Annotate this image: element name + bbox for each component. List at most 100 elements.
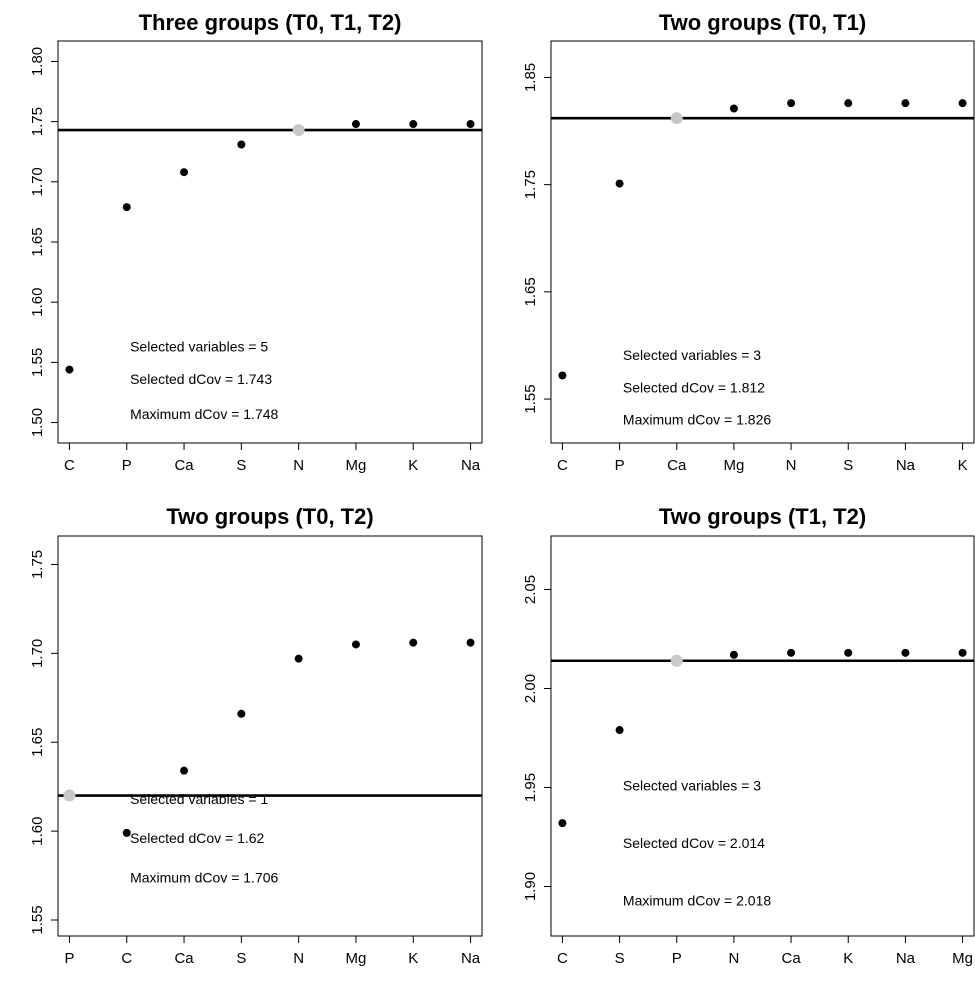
annotation-3: Maximum dCov = 2.018: [623, 892, 771, 908]
y-tick-label: 1.85: [522, 63, 539, 92]
x-tick-label-Na: Na: [896, 950, 916, 967]
data-point-Ca: [180, 168, 189, 177]
data-point-Mg: [351, 120, 360, 129]
x-tick-label-N: N: [293, 950, 304, 967]
y-tick-label: 1.50: [29, 408, 46, 437]
x-tick-label-C: C: [121, 950, 132, 967]
x-tick-label-Mg: Mg: [723, 457, 744, 474]
x-tick-label-Ca: Ca: [174, 457, 194, 474]
y-tick-label: 1.65: [522, 277, 539, 306]
y-tick-label: 1.55: [522, 384, 539, 413]
y-tick-label: 1.75: [29, 107, 46, 136]
x-tick-label-S: S: [236, 950, 246, 967]
annotation-3: Maximum dCov = 1.748: [130, 406, 278, 422]
data-point-S: [237, 709, 246, 718]
annotation-3: Maximum dCov = 1.826: [623, 411, 771, 427]
data-point-C: [122, 828, 131, 837]
y-tick-label: 2.05: [522, 575, 539, 604]
chart-title: Two groups (T0, T2): [166, 504, 373, 529]
data-point-C: [65, 365, 74, 374]
x-tick-label-Mg: Mg: [346, 950, 367, 967]
chart-panel-4: Two groups (T1, T2) 1.90 1.95 2.00 2.05 C S P N C…: [522, 504, 975, 967]
chart-panel-1: Three groups (T0, T1, T2) 1.50 1.55 1.60 1.6…: [29, 10, 483, 474]
data-point-Mg: [729, 104, 738, 113]
data-point-N: [294, 654, 303, 663]
data-point-N: [787, 99, 796, 108]
x-tick-label-Na: Na: [461, 457, 481, 474]
data-point-S: [615, 726, 624, 735]
x-tick-label-C: C: [557, 457, 568, 474]
data-point-Ca: [787, 648, 796, 657]
x-tick-label-P: P: [615, 457, 625, 474]
plot-frame: [550, 535, 975, 937]
data-point-Mg: [351, 640, 360, 649]
y-tick-label: 1.90: [522, 872, 539, 901]
y-tick-label: 1.75: [522, 170, 539, 199]
x-tick-label-Mg: Mg: [952, 950, 973, 967]
x-tick-label-Ca: Ca: [174, 950, 194, 967]
chart-title: Two groups (T0, T1): [659, 10, 866, 35]
y-tick-label: 1.75: [29, 550, 46, 579]
x-tick-label-N: N: [786, 457, 797, 474]
data-point-P: [615, 179, 624, 188]
chart-panel-3: Two groups (T0, T2) 1.55 1.60 1.65 1.70 1.75 P…: [29, 504, 483, 967]
x-tick-label-P: P: [64, 950, 74, 967]
data-point-Na: [901, 99, 910, 108]
plot-frame: [550, 40, 975, 444]
y-tick-label: 1.70: [29, 167, 46, 196]
chart-panel-2: Two groups (T0, T1) 1.55 1.65 1.75 1.85 C P Ca M…: [522, 10, 975, 474]
selected-point-Ca: [670, 112, 683, 125]
data-point-Mg: [958, 648, 967, 657]
selected-point-P: [670, 654, 683, 667]
annotation-2: Selected dCov = 1.812: [623, 379, 765, 395]
chart-title: Two groups (T1, T2): [659, 504, 866, 529]
y-tick-label: 1.65: [29, 227, 46, 256]
data-point-N: [729, 650, 738, 659]
data-point-K: [958, 99, 967, 108]
data-point-Na: [466, 120, 475, 129]
data-point-K: [409, 638, 418, 647]
y-tick-label: 1.95: [522, 773, 539, 802]
plot-frame: [57, 535, 483, 937]
y-tick-label: 1.55: [29, 348, 46, 377]
data-point-Na: [466, 638, 475, 647]
x-tick-label-S: S: [843, 457, 853, 474]
annotation-2: Selected dCov = 2.014: [623, 835, 765, 851]
x-tick-label-C: C: [557, 950, 568, 967]
chart-title: Three groups (T0, T1, T2): [139, 10, 402, 35]
x-tick-label-S: S: [615, 950, 625, 967]
x-tick-label-Na: Na: [896, 457, 916, 474]
annotation-1: Selected variables = 3: [623, 347, 761, 363]
data-point-K: [409, 120, 418, 129]
y-tick-label: 1.60: [29, 817, 46, 846]
data-point-Na: [901, 648, 910, 657]
x-tick-label-N: N: [728, 950, 739, 967]
selected-point-P: [63, 789, 76, 802]
x-tick-label-K: K: [408, 457, 418, 474]
annotation-2: Selected dCov = 1.62: [130, 830, 264, 846]
x-tick-label-S: S: [236, 457, 246, 474]
x-tick-label-K: K: [408, 950, 418, 967]
x-tick-label-N: N: [293, 457, 304, 474]
y-tick-label: 1.80: [29, 47, 46, 76]
x-tick-label-P: P: [672, 950, 682, 967]
y-tick-label: 1.60: [29, 288, 46, 317]
data-point-C: [558, 371, 567, 380]
y-tick-label: 2.00: [522, 674, 539, 703]
x-tick-label-Mg: Mg: [346, 457, 367, 474]
x-tick-label-K: K: [843, 950, 853, 967]
y-tick-label: 1.70: [29, 639, 46, 668]
annotation-1: Selected variables = 5: [130, 339, 268, 355]
annotation-1: Selected variables = 1: [130, 791, 268, 807]
data-point-Ca: [180, 766, 189, 775]
x-tick-label-K: K: [958, 457, 968, 474]
x-tick-label-Ca: Ca: [667, 457, 687, 474]
x-tick-label-C: C: [64, 457, 75, 474]
x-tick-label-Na: Na: [461, 950, 481, 967]
data-point-S: [237, 140, 246, 149]
annotation-2: Selected dCov = 1.743: [130, 371, 272, 387]
y-tick-label: 1.65: [29, 728, 46, 757]
selected-point-N: [292, 124, 305, 137]
data-point-S: [844, 99, 853, 108]
x-tick-label-P: P: [122, 457, 132, 474]
